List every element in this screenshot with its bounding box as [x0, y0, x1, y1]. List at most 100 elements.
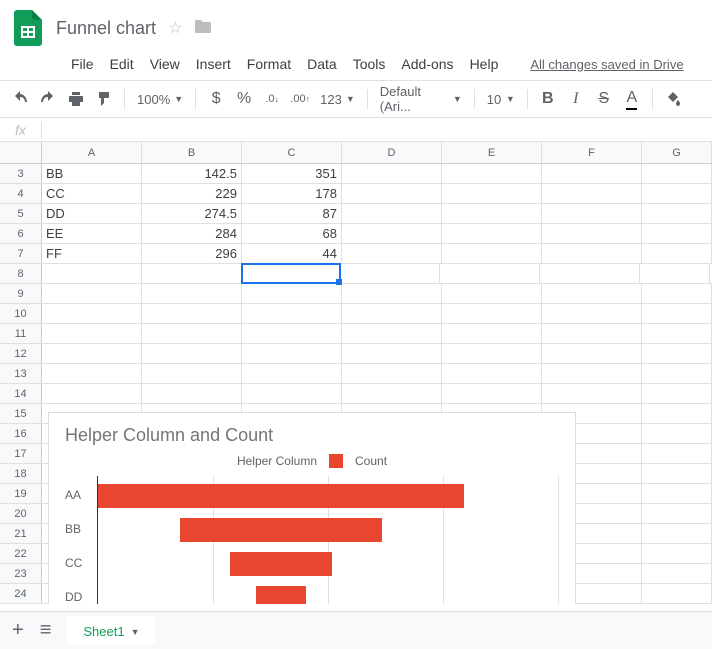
cell[interactable]: [442, 244, 542, 263]
row-header[interactable]: 11: [0, 324, 42, 343]
row-header[interactable]: 8: [0, 264, 42, 283]
row-header[interactable]: 22: [0, 544, 42, 563]
col-header-D[interactable]: D: [342, 142, 442, 163]
italic-button[interactable]: I: [564, 87, 588, 111]
cell[interactable]: CC: [42, 184, 142, 203]
menu-edit[interactable]: Edit: [103, 54, 141, 74]
cell[interactable]: [642, 564, 712, 583]
cell[interactable]: 351: [242, 164, 342, 183]
menu-view[interactable]: View: [143, 54, 187, 74]
row-header[interactable]: 6: [0, 224, 42, 243]
row-header[interactable]: 20: [0, 504, 42, 523]
cell[interactable]: [542, 244, 642, 263]
cell[interactable]: [642, 244, 712, 263]
row-header[interactable]: 14: [0, 384, 42, 403]
bar[interactable]: [180, 518, 382, 542]
cell[interactable]: [142, 284, 242, 303]
cell[interactable]: [42, 324, 142, 343]
cell[interactable]: [142, 304, 242, 323]
cell[interactable]: 274.5: [142, 204, 242, 223]
sheet-tab[interactable]: Sheet1 ▼: [67, 616, 155, 645]
cell[interactable]: [642, 504, 712, 523]
star-icon[interactable]: ☆: [168, 18, 182, 38]
corner-cell[interactable]: [0, 142, 42, 163]
cell[interactable]: BB: [42, 164, 142, 183]
cell[interactable]: [340, 264, 440, 283]
row-header[interactable]: 21: [0, 524, 42, 543]
cell[interactable]: [642, 364, 712, 383]
folder-icon[interactable]: [194, 18, 212, 39]
col-header-A[interactable]: A: [42, 142, 142, 163]
cell[interactable]: [642, 384, 712, 403]
cell[interactable]: FF: [42, 244, 142, 263]
cell[interactable]: [642, 284, 712, 303]
sheets-logo[interactable]: [8, 8, 48, 48]
paint-format-button[interactable]: [92, 87, 116, 111]
col-header-G[interactable]: G: [642, 142, 712, 163]
cell[interactable]: 178: [242, 184, 342, 203]
cell[interactable]: [42, 384, 142, 403]
row-header[interactable]: 10: [0, 304, 42, 323]
cell[interactable]: [642, 164, 712, 183]
row-header[interactable]: 4: [0, 184, 42, 203]
cell[interactable]: DD: [42, 204, 142, 223]
cell[interactable]: [242, 384, 342, 403]
cell[interactable]: [642, 344, 712, 363]
cell[interactable]: [442, 224, 542, 243]
menu-help[interactable]: Help: [463, 54, 506, 74]
cell[interactable]: [242, 324, 342, 343]
cell[interactable]: [642, 324, 712, 343]
cell[interactable]: [642, 544, 712, 563]
row-header[interactable]: 7: [0, 244, 42, 263]
cell[interactable]: [342, 184, 442, 203]
cell[interactable]: [342, 304, 442, 323]
cell[interactable]: 142.5: [142, 164, 242, 183]
row-header[interactable]: 18: [0, 464, 42, 483]
number-format-select[interactable]: 123▼: [316, 92, 359, 107]
bold-button[interactable]: B: [536, 87, 560, 111]
row-header[interactable]: 9: [0, 284, 42, 303]
row-header[interactable]: 12: [0, 344, 42, 363]
currency-button[interactable]: $: [204, 87, 228, 111]
menu-format[interactable]: Format: [240, 54, 298, 74]
cell[interactable]: EE: [42, 224, 142, 243]
cell[interactable]: [642, 444, 712, 463]
row-header[interactable]: 23: [0, 564, 42, 583]
cell[interactable]: [442, 284, 542, 303]
cell[interactable]: [342, 164, 442, 183]
cell[interactable]: [542, 324, 642, 343]
menu-data[interactable]: Data: [300, 54, 344, 74]
cell[interactable]: [642, 224, 712, 243]
cell[interactable]: [442, 204, 542, 223]
col-header-F[interactable]: F: [542, 142, 642, 163]
row-header[interactable]: 15: [0, 404, 42, 423]
row-header[interactable]: 16: [0, 424, 42, 443]
doc-title[interactable]: Funnel chart: [56, 18, 156, 39]
cell[interactable]: [42, 344, 142, 363]
cell[interactable]: [42, 304, 142, 323]
cell[interactable]: [642, 204, 712, 223]
cell[interactable]: [440, 264, 540, 283]
cell[interactable]: 68: [242, 224, 342, 243]
cell[interactable]: [142, 264, 242, 283]
bar[interactable]: [230, 552, 332, 576]
cell[interactable]: [142, 324, 242, 343]
cell[interactable]: [342, 324, 442, 343]
cell[interactable]: [640, 264, 710, 283]
cell[interactable]: [242, 304, 342, 323]
cell[interactable]: [540, 264, 640, 283]
chart[interactable]: Helper Column and Count Helper Column Co…: [48, 412, 576, 604]
cell[interactable]: [642, 304, 712, 323]
cell[interactable]: [342, 204, 442, 223]
cell[interactable]: [542, 344, 642, 363]
row-header[interactable]: 3: [0, 164, 42, 183]
cell[interactable]: [642, 184, 712, 203]
cell[interactable]: 44: [242, 244, 342, 263]
cell[interactable]: [542, 224, 642, 243]
bar[interactable]: [98, 484, 464, 508]
cell[interactable]: [342, 344, 442, 363]
cell[interactable]: [542, 284, 642, 303]
col-header-E[interactable]: E: [442, 142, 542, 163]
cell[interactable]: [342, 244, 442, 263]
col-header-B[interactable]: B: [142, 142, 242, 163]
